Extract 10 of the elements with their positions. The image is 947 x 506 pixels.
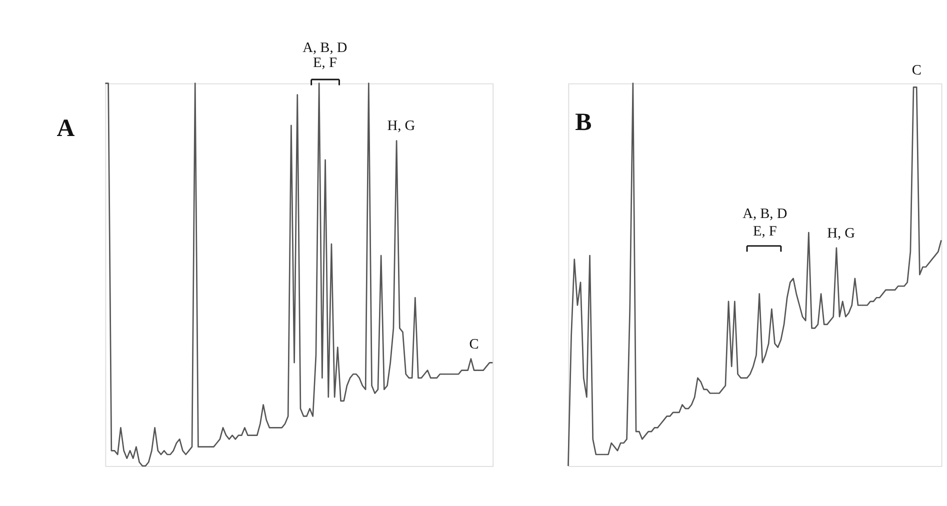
text: C: [912, 62, 922, 79]
text: A: [56, 114, 75, 142]
annotation: H, G: [827, 225, 855, 242]
text: E, F: [313, 55, 337, 72]
annotation: H, G: [387, 118, 416, 134]
text: A, B, D: [302, 40, 348, 56]
annotation: A, B, D: [742, 206, 788, 222]
annotation: E, F: [752, 223, 777, 240]
annotation: C: [469, 336, 479, 352]
text: B: [575, 109, 592, 136]
